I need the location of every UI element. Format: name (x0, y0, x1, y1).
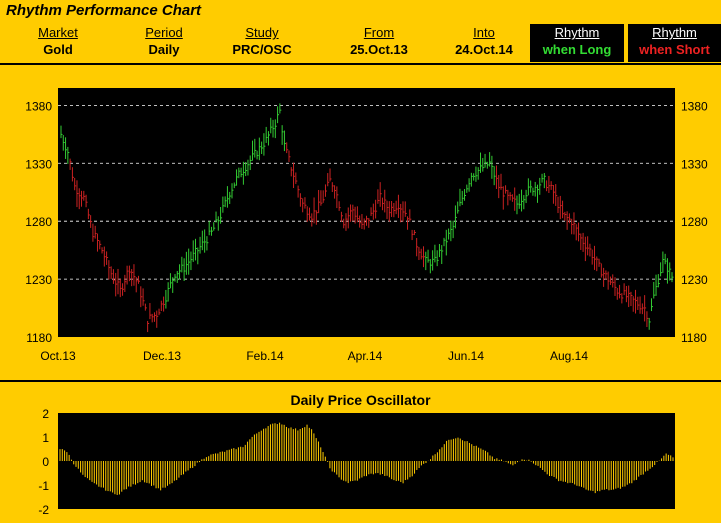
osc-y-tick-label: -2 (38, 503, 49, 517)
x-tick-label: Jun.14 (448, 349, 484, 363)
rhythm-long-box: Rhythm when Long (530, 24, 624, 62)
header-study: Study PRC/OSC (222, 24, 302, 58)
y-tick-label-left: 1380 (25, 99, 52, 113)
osc-y-tick-label: -1 (38, 479, 49, 493)
osc-y-tick-label: 1 (42, 431, 49, 445)
osc-y-tick-label: 2 (42, 407, 49, 421)
rhythm-long-value: when Long (542, 42, 612, 57)
y-tick-label-right: 1330 (681, 157, 708, 171)
header-study-label: Study (245, 25, 279, 40)
x-tick-label: Aug.14 (550, 349, 588, 363)
header-period-value: Daily (148, 42, 180, 57)
rhythm-long-label: Rhythm (554, 25, 600, 40)
header-study-value: PRC/OSC (232, 42, 292, 57)
y-tick-label-right: 1280 (681, 215, 708, 229)
header-market: Market Gold (20, 24, 96, 58)
oscillator-title: Daily Price Oscillator (290, 392, 431, 408)
rhythm-short-value: when Short (639, 42, 710, 57)
header-from-label: From (363, 25, 395, 40)
y-tick-label-right: 1230 (681, 273, 708, 287)
header-period-label: Period (145, 25, 183, 40)
rhythm-short-label: Rhythm (652, 25, 697, 40)
header-from: From 25.Oct.13 (334, 24, 424, 58)
y-tick-label-left: 1330 (25, 157, 52, 171)
rhythm-short-box: Rhythm when Short (628, 24, 721, 62)
chart-title: Rhythm Performance Chart (6, 2, 202, 19)
header-into-label: Into (473, 25, 495, 40)
y-tick-label-left: 1280 (25, 215, 52, 229)
header-period: Period Daily (126, 24, 202, 58)
x-tick-label: Feb.14 (246, 349, 284, 363)
section-divider (0, 380, 721, 382)
osc-y-tick-label: 0 (42, 455, 49, 469)
y-tick-label-right: 1180 (681, 331, 707, 345)
x-tick-label: Dec.13 (143, 349, 181, 363)
x-tick-label: Oct.13 (40, 349, 76, 363)
price-plot-area (58, 88, 675, 337)
header-into-value: 24.Oct.14 (455, 42, 513, 57)
header-into: Into 24.Oct.14 (444, 24, 524, 58)
header-market-value: Gold (43, 42, 73, 57)
y-tick-label-left: 1230 (25, 273, 52, 287)
y-tick-label-left: 1180 (26, 331, 52, 345)
header-from-value: 25.Oct.13 (350, 42, 408, 57)
header-market-label: Market (38, 25, 78, 40)
header-divider (0, 63, 721, 65)
x-tick-label: Apr.14 (348, 349, 383, 363)
y-tick-label-right: 1380 (681, 99, 708, 113)
